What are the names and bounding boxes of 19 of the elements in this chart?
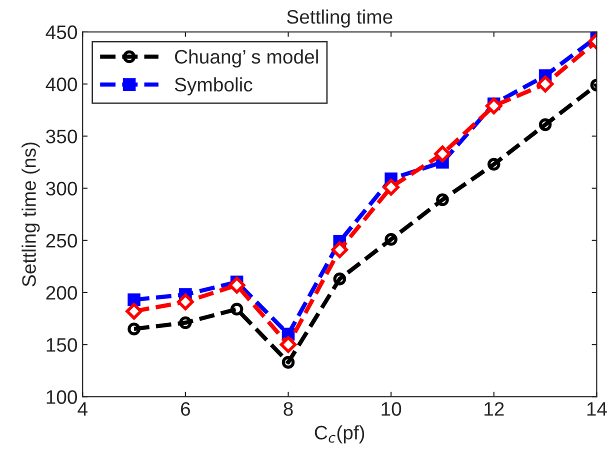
x-tick-label: 14	[587, 402, 607, 416]
chart-title: Settling time	[287, 9, 392, 28]
y-tick-label: 300	[46, 182, 77, 196]
y-tick-label: 250	[46, 234, 77, 248]
y-tick-label: 350	[46, 130, 77, 144]
legend-label: Chuang’ s model	[174, 49, 318, 68]
y-tick-label: 150	[46, 338, 77, 352]
y-axis-title: Settling time (ns)	[22, 142, 40, 286]
x-tick-label: 10	[382, 402, 402, 416]
y-tick-label: 200	[46, 286, 77, 300]
y-tick-label: 100	[46, 390, 77, 404]
x-tick-label: 8	[284, 402, 293, 416]
x-tick-label: 12	[484, 402, 504, 416]
y-tick-label: 400	[46, 78, 77, 92]
y-tick-label: 450	[46, 25, 77, 40]
x-axis-title: C$_{c}$(pf)	[314, 425, 364, 444]
x-tick-label: 6	[181, 402, 190, 416]
x-tick-label: 4	[78, 402, 88, 416]
legend-label: Symbolic	[174, 77, 252, 96]
